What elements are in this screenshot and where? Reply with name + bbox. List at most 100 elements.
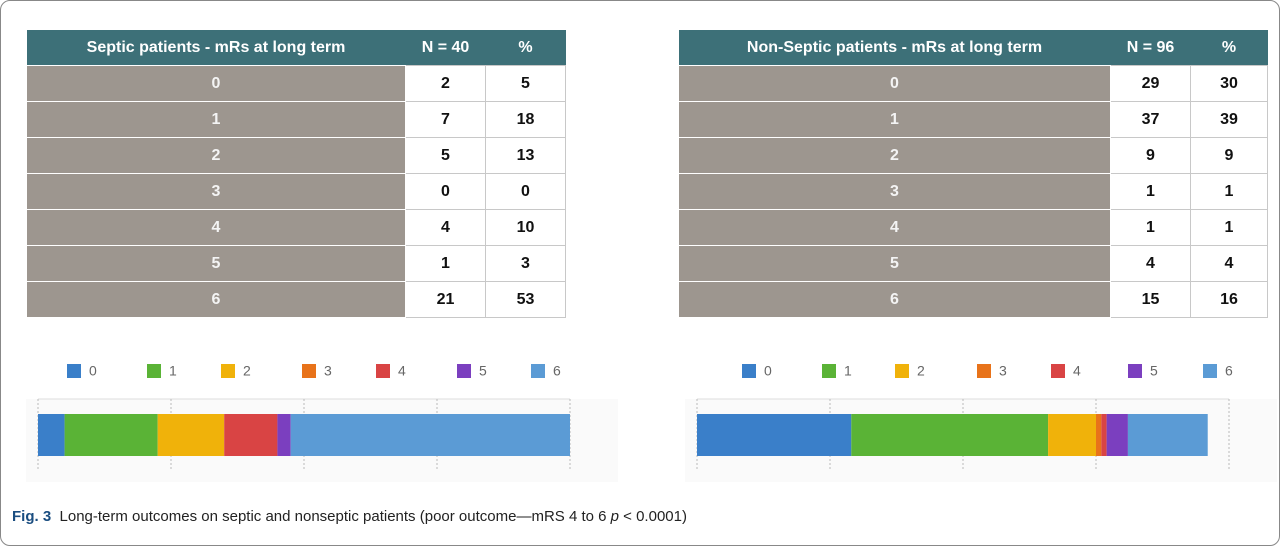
legend-label: 6: [1225, 363, 1233, 379]
header-cell: %: [485, 30, 566, 66]
label-cell: 3: [26, 173, 406, 210]
caption-p: p: [610, 508, 619, 525]
header-cell: Septic patients - mRs at long term: [26, 30, 406, 66]
table-row: 2 5 13: [26, 137, 566, 174]
number-cell: 9: [1190, 137, 1268, 174]
label-cell: 3: [678, 173, 1111, 210]
header-row: Septic patients - mRs at long term N = 40…: [26, 30, 566, 66]
number-cell: 1: [1190, 209, 1268, 246]
caption: Fig. 3 Long-term outcomes on septic and …: [12, 508, 687, 525]
legend-swatch: [977, 364, 991, 378]
number-cell: 1: [405, 245, 486, 282]
number-cell: 21: [405, 281, 486, 318]
bar-segment: [1106, 414, 1128, 456]
legend-label: 4: [1073, 363, 1081, 379]
header-cell: Non-Septic patients - mRs at long term: [678, 30, 1111, 66]
number-cell: 4: [1190, 245, 1268, 282]
caption-text: Long-term outcomes on septic and nonsept…: [59, 508, 611, 525]
bar-segment: [1048, 414, 1096, 456]
legend-label: 4: [398, 363, 406, 379]
table-row: 1 37 39: [678, 101, 1268, 138]
bar-segment: [1096, 414, 1102, 456]
number-cell: 5: [405, 137, 486, 174]
number-cell: 39: [1190, 101, 1268, 138]
legend-swatch: [221, 364, 235, 378]
bar-segment: [38, 414, 65, 456]
legend-swatch: [67, 364, 81, 378]
number-cell: 37: [1110, 101, 1191, 138]
label-cell: 6: [26, 281, 406, 318]
legend-label: 3: [999, 363, 1007, 379]
number-cell: 9: [1110, 137, 1191, 174]
label-cell: 4: [678, 209, 1111, 246]
number-cell: 4: [405, 209, 486, 246]
label-cell: 2: [26, 137, 406, 174]
legend-swatch: [1203, 364, 1217, 378]
label-cell: 1: [26, 101, 406, 138]
label-cell: 0: [678, 65, 1111, 102]
number-cell: 2: [405, 65, 486, 102]
label-cell: 6: [678, 281, 1111, 318]
table-row: 6 15 16: [678, 281, 1268, 318]
number-cell: 0: [405, 173, 486, 210]
legend-swatch: [302, 364, 316, 378]
legend-swatch: [1128, 364, 1142, 378]
number-cell: 13: [485, 137, 566, 174]
legend-label: 5: [479, 363, 487, 379]
label-cell: 5: [678, 245, 1111, 282]
bar-segment: [64, 414, 158, 456]
label-cell: 0: [26, 65, 406, 102]
legend-label: 3: [324, 363, 332, 379]
label-cell: 5: [26, 245, 406, 282]
number-cell: 7: [405, 101, 486, 138]
number-cell: 1: [1190, 173, 1268, 210]
table-row: 0 29 30: [678, 65, 1268, 102]
number-cell: 10: [485, 209, 566, 246]
bar-segment: [224, 414, 278, 456]
legend-swatch: [895, 364, 909, 378]
label-cell: 4: [26, 209, 406, 246]
number-cell: 4: [1110, 245, 1191, 282]
bar-segment: [290, 414, 570, 456]
legend-swatch: [147, 364, 161, 378]
legend-label: 0: [89, 363, 97, 379]
legend-label: 1: [844, 363, 852, 379]
bar-segment: [1127, 414, 1208, 456]
table-row: 1 7 18: [26, 101, 566, 138]
number-cell: 29: [1110, 65, 1191, 102]
legend-label: 6: [553, 363, 561, 379]
bar-segment: [157, 414, 225, 456]
bar-segment: [1101, 414, 1107, 456]
data-table: Septic patients - mRs at long term N = 40…: [26, 30, 566, 318]
number-cell: 15: [1110, 281, 1191, 318]
header-cell: N = 40: [405, 30, 486, 66]
number-cell: 1: [1110, 173, 1191, 210]
label-cell: 1: [678, 101, 1111, 138]
data-table: Non-Septic patients - mRs at long term N …: [678, 30, 1268, 318]
number-cell: 3: [485, 245, 566, 282]
number-cell: 53: [485, 281, 566, 318]
caption-label: Fig. 3: [12, 508, 52, 525]
table-row: 6 21 53: [26, 281, 566, 318]
number-cell: 5: [485, 65, 566, 102]
number-cell: 30: [1190, 65, 1268, 102]
bar-segment: [697, 414, 852, 456]
legend-swatch: [457, 364, 471, 378]
caption-rest: < 0.0001): [619, 508, 687, 525]
legend-swatch: [376, 364, 390, 378]
legend-swatch: [1051, 364, 1065, 378]
bar-segment: [277, 414, 291, 456]
legend-label: 1: [169, 363, 177, 379]
label-cell: 2: [678, 137, 1111, 174]
legend-swatch: [822, 364, 836, 378]
legend-label: 2: [243, 363, 251, 379]
